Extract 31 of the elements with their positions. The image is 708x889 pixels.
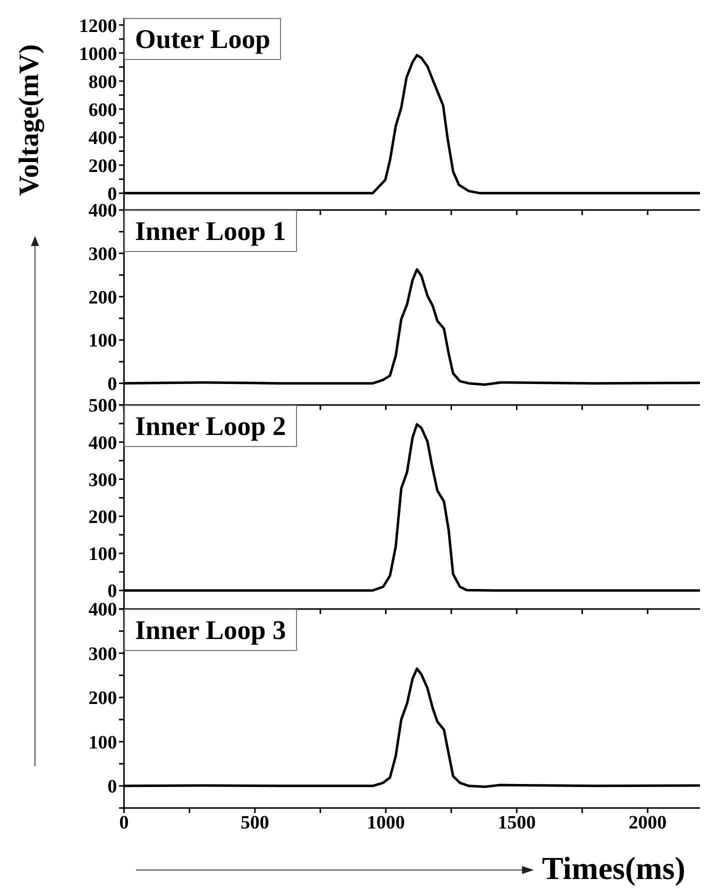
y-tick-label: 100 — [88, 732, 117, 754]
y-tick-label: 200 — [88, 688, 117, 710]
y-tick-label: 300 — [88, 470, 117, 491]
y-tick-label: 0 — [108, 776, 117, 798]
x-tick-label: 1000 — [366, 812, 405, 834]
y-tick-label: 0 — [108, 581, 117, 602]
chart-title: Inner Loop 3 — [124, 609, 298, 651]
y-tick-label: 200 — [88, 156, 117, 177]
y-tick-label: 400 — [88, 600, 117, 621]
y-tick-label: 100 — [88, 544, 117, 566]
y-tick-label: 1000 — [79, 44, 117, 65]
y-tick-label: 800 — [88, 72, 117, 93]
y-tick-label: 600 — [88, 100, 117, 121]
chart-title: Outer Loop — [124, 18, 282, 60]
y-tick-label: 400 — [88, 128, 117, 149]
y-axis-title: Voltage(mV) — [14, 44, 46, 196]
y-tick-label: 300 — [88, 644, 117, 665]
y-tick-label: 100 — [88, 330, 117, 352]
y-tick-label: 200 — [88, 507, 117, 528]
y-tick-label: 1200 — [79, 16, 117, 37]
x-tick-label: 1500 — [498, 812, 536, 834]
y-tick-label: 0 — [108, 374, 117, 396]
chart-title: Inner Loop 2 — [124, 405, 298, 447]
x-tick-label: 500 — [240, 812, 270, 834]
y-tick-label: 500 — [88, 396, 117, 417]
chart-title: Inner Loop 1 — [124, 210, 298, 252]
x-axis-title: Times(ms) — [542, 850, 686, 887]
y-tick-label: 400 — [88, 432, 117, 454]
y-tick-label: 300 — [88, 244, 117, 266]
x-tick-label: 2000 — [628, 812, 667, 834]
y-tick-label: 200 — [88, 287, 117, 308]
